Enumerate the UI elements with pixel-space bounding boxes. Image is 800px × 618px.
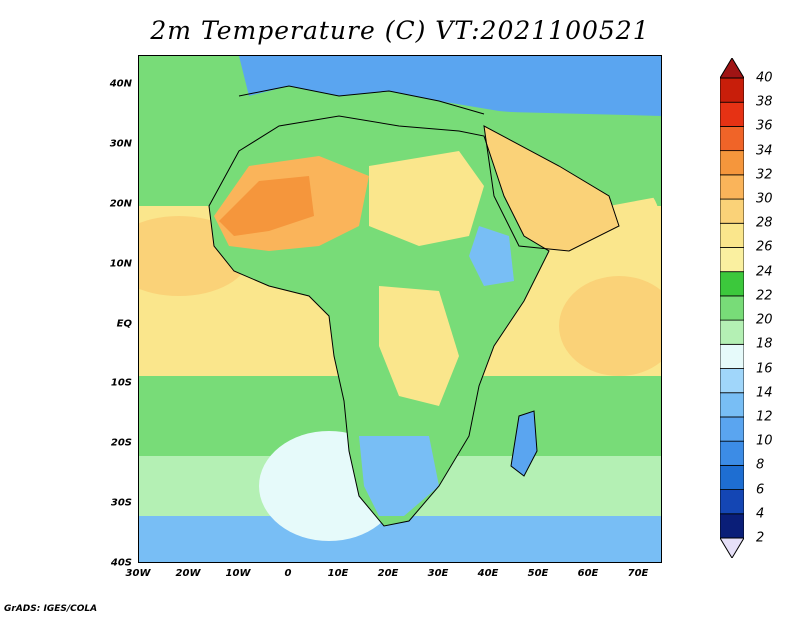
colorbar-under-triangle bbox=[720, 537, 744, 558]
lon-label-40e: 40E bbox=[477, 568, 499, 579]
colorbar-label: 38 bbox=[756, 94, 773, 110]
colorbar-cell bbox=[720, 222, 744, 248]
lon-label-20w: 20W bbox=[175, 568, 201, 579]
colorbar-cell bbox=[720, 489, 744, 515]
colorbar-label: 36 bbox=[756, 118, 773, 134]
lat-label-10n: 10N bbox=[109, 258, 132, 270]
colorbar-cell bbox=[720, 319, 744, 345]
colorbar-cell bbox=[720, 271, 744, 297]
lon-label-50e: 50E bbox=[527, 568, 549, 579]
coastline-arabia bbox=[483, 125, 620, 252]
colorbar-cell bbox=[720, 295, 744, 321]
sahara-warm-east bbox=[369, 151, 484, 246]
lat-label-40n: 40N bbox=[109, 78, 132, 90]
colorbar-label: 24 bbox=[756, 264, 773, 280]
colorbar-label: 12 bbox=[756, 409, 773, 425]
colorbar-cell bbox=[720, 392, 744, 418]
colorbar-cell bbox=[720, 513, 744, 539]
lon-label-30e: 30E bbox=[427, 568, 449, 579]
colorbar-label: 20 bbox=[756, 312, 773, 328]
coastline-africa bbox=[208, 115, 550, 527]
colorbar bbox=[720, 58, 744, 558]
colorbar-cell bbox=[720, 416, 744, 442]
lon-label-10e: 10E bbox=[327, 568, 349, 579]
map-canvas bbox=[139, 56, 661, 562]
colorbar-label: 8 bbox=[756, 457, 765, 473]
colorbar-cell bbox=[720, 464, 744, 490]
lon-label-0: 0 bbox=[284, 568, 292, 579]
lon-label-70e: 70E bbox=[627, 568, 649, 579]
colorbar-label: 6 bbox=[756, 482, 765, 498]
lat-label-30s: 30S bbox=[110, 497, 132, 509]
lat-label-10s: 10S bbox=[110, 377, 132, 389]
chart-title: 2m Temperature (C) VT:2021100521 bbox=[150, 16, 650, 45]
lon-label-20e: 20E bbox=[377, 568, 399, 579]
ocean-band-southern bbox=[139, 516, 661, 562]
colorbar-label: 4 bbox=[756, 506, 765, 522]
colorbar-cell bbox=[720, 343, 744, 369]
lon-label-10w: 10W bbox=[225, 568, 251, 579]
central-africa-warm bbox=[379, 286, 459, 406]
land-middle-east bbox=[469, 111, 661, 206]
lat-label-40s: 40S bbox=[110, 557, 132, 569]
colorbar-label: 30 bbox=[756, 191, 773, 207]
coastline-madagascar bbox=[510, 410, 538, 477]
colorbar-cell bbox=[720, 77, 744, 103]
lon-label-60e: 60E bbox=[577, 568, 599, 579]
sahara-hottest-core bbox=[219, 176, 314, 236]
colorbar-cell bbox=[720, 368, 744, 394]
colorbar-label: 16 bbox=[756, 361, 773, 377]
lat-label-eq: EQ bbox=[116, 318, 132, 330]
colorbar-cell bbox=[720, 174, 744, 200]
colorbar-over-triangle bbox=[720, 58, 744, 79]
colorbar-label: 26 bbox=[756, 239, 773, 255]
warm-indian-ocean-patch bbox=[559, 276, 661, 376]
ethiopian-highlands-cool bbox=[469, 226, 514, 286]
lat-label-20s: 20S bbox=[110, 437, 132, 449]
colorbar-label: 2 bbox=[756, 530, 765, 546]
colorbar-label: 40 bbox=[756, 70, 773, 86]
colorbar-cells bbox=[720, 77, 744, 539]
southern-africa-cool bbox=[359, 436, 439, 516]
colorbar-label: 28 bbox=[756, 215, 773, 231]
lat-label-20n: 20N bbox=[109, 198, 132, 210]
land-arabia bbox=[484, 126, 619, 251]
colorbar-label: 10 bbox=[756, 433, 773, 449]
lon-label-30w: 30W bbox=[125, 568, 151, 579]
colorbar-cell bbox=[720, 198, 744, 224]
colorbar-cell bbox=[720, 440, 744, 466]
colorbar-label: 14 bbox=[756, 385, 773, 401]
temperature-map[interactable] bbox=[138, 55, 662, 563]
lat-label-30n: 30N bbox=[109, 138, 132, 150]
colorbar-cell bbox=[720, 126, 744, 152]
colorbar-label: 34 bbox=[756, 143, 773, 159]
coastline-europe bbox=[238, 85, 485, 115]
colorbar-label: 22 bbox=[756, 288, 773, 304]
credit-text: GrADS: IGES/COLA bbox=[4, 604, 98, 614]
colorbar-cell bbox=[720, 150, 744, 176]
colorbar-cell bbox=[720, 247, 744, 273]
colorbar-label: 32 bbox=[756, 167, 773, 183]
land-europe bbox=[239, 56, 661, 131]
colorbar-label: 18 bbox=[756, 336, 773, 352]
colorbar-cell bbox=[720, 101, 744, 127]
